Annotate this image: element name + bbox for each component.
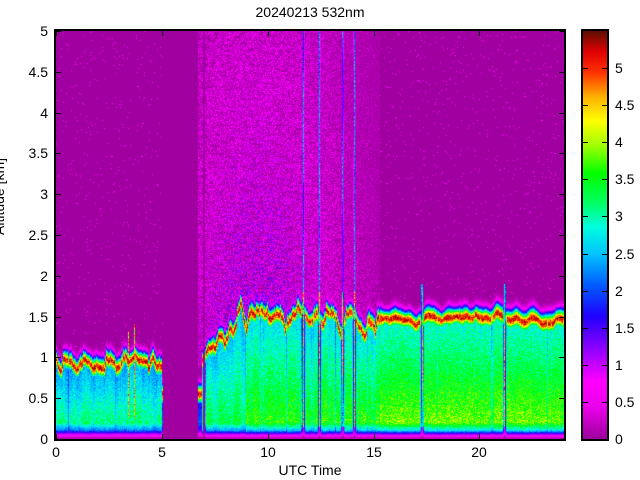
y-tick-label: 3: [40, 186, 48, 202]
colorbar-tick: [583, 365, 588, 366]
colorbar-tick-mirror: [602, 68, 607, 69]
colorbar: [581, 29, 609, 441]
y-tick: [56, 398, 61, 399]
y-tick-mirror: [559, 235, 564, 236]
y-tick-label: 4: [40, 105, 48, 121]
y-tick-mirror: [559, 72, 564, 73]
x-tick-mirror: [374, 31, 375, 36]
y-tick-label: 4.5: [28, 64, 48, 80]
colorbar-tick-mirror: [602, 254, 607, 255]
colorbar-tick-mirror: [602, 439, 607, 440]
page-title: 20240213 532nm: [255, 4, 365, 20]
x-tick-mirror: [268, 31, 269, 36]
y-tick: [56, 194, 61, 195]
colorbar-tick: [583, 142, 588, 143]
colorbar-tick: [583, 328, 588, 329]
y-tick-label: 2.5: [28, 227, 48, 243]
x-axis-title: UTC Time: [278, 462, 342, 478]
colorbar-tick-mirror: [602, 365, 607, 366]
y-tick-label: 1: [40, 349, 48, 365]
y-axis-title: Altitude [km]: [0, 157, 7, 235]
heatmap-canvas: [56, 31, 564, 439]
x-tick: [56, 434, 57, 439]
colorbar-tick-label: 5: [615, 60, 623, 76]
lidar-heatmap-axes: [54, 29, 566, 441]
x-tick-label: 5: [158, 444, 166, 460]
x-tick-mirror: [479, 31, 480, 36]
x-tick-mirror: [162, 31, 163, 36]
y-tick-mirror: [559, 113, 564, 114]
y-tick-mirror: [559, 276, 564, 277]
colorbar-tick: [583, 291, 588, 292]
colorbar-tick-label: 0.5: [615, 394, 635, 410]
colorbar-tick-label: 4: [615, 134, 623, 150]
x-tick: [162, 434, 163, 439]
y-tick-mirror: [559, 153, 564, 154]
y-tick-mirror: [559, 357, 564, 358]
x-tick: [374, 434, 375, 439]
x-tick-mirror: [56, 31, 57, 36]
x-tick: [479, 434, 480, 439]
colorbar-tick-mirror: [602, 216, 607, 217]
colorbar-tick: [583, 439, 588, 440]
y-tick: [56, 276, 61, 277]
x-tick-label: 10: [260, 444, 276, 460]
colorbar-tick-mirror: [602, 142, 607, 143]
y-tick-label: 1.5: [28, 309, 48, 325]
y-tick-label: 2: [40, 268, 48, 284]
colorbar-tick-mirror: [602, 179, 607, 180]
y-tick-mirror: [559, 31, 564, 32]
y-tick-mirror: [559, 317, 564, 318]
colorbar-tick: [583, 254, 588, 255]
y-tick: [56, 72, 61, 73]
x-tick-label: 0: [52, 444, 60, 460]
colorbar-tick-label: 1: [615, 357, 623, 373]
colorbar-tick-label: 0: [615, 431, 623, 447]
y-tick: [56, 439, 61, 440]
y-tick-label: 0.5: [28, 390, 48, 406]
colorbar-tick-label: 4.5: [615, 97, 635, 113]
y-tick-label: 5: [40, 23, 48, 39]
colorbar-tick-mirror: [602, 328, 607, 329]
colorbar-tick-mirror: [602, 105, 607, 106]
y-tick: [56, 113, 61, 114]
colorbar-tick: [583, 216, 588, 217]
colorbar-tick-mirror: [602, 291, 607, 292]
colorbar-tick: [583, 105, 588, 106]
colorbar-tick-label: 2: [615, 283, 623, 299]
y-tick-mirror: [559, 194, 564, 195]
y-tick-mirror: [559, 398, 564, 399]
y-tick: [56, 317, 61, 318]
colorbar-tick-label: 1.5: [615, 320, 635, 336]
colorbar-gradient: [583, 31, 607, 439]
y-tick: [56, 153, 61, 154]
x-tick-label: 15: [366, 444, 382, 460]
colorbar-tick-label: 3: [615, 208, 623, 224]
y-tick: [56, 31, 61, 32]
y-tick-label: 3.5: [28, 145, 48, 161]
colorbar-tick-mirror: [602, 402, 607, 403]
x-tick-label: 20: [471, 444, 487, 460]
y-tick-label: 0: [40, 431, 48, 447]
colorbar-tick: [583, 68, 588, 69]
y-tick: [56, 235, 61, 236]
y-tick-mirror: [559, 439, 564, 440]
colorbar-tick: [583, 402, 588, 403]
colorbar-tick-label: 2.5: [615, 246, 635, 262]
colorbar-tick-label: 3.5: [615, 171, 635, 187]
y-tick: [56, 357, 61, 358]
x-tick: [268, 434, 269, 439]
colorbar-tick: [583, 179, 588, 180]
